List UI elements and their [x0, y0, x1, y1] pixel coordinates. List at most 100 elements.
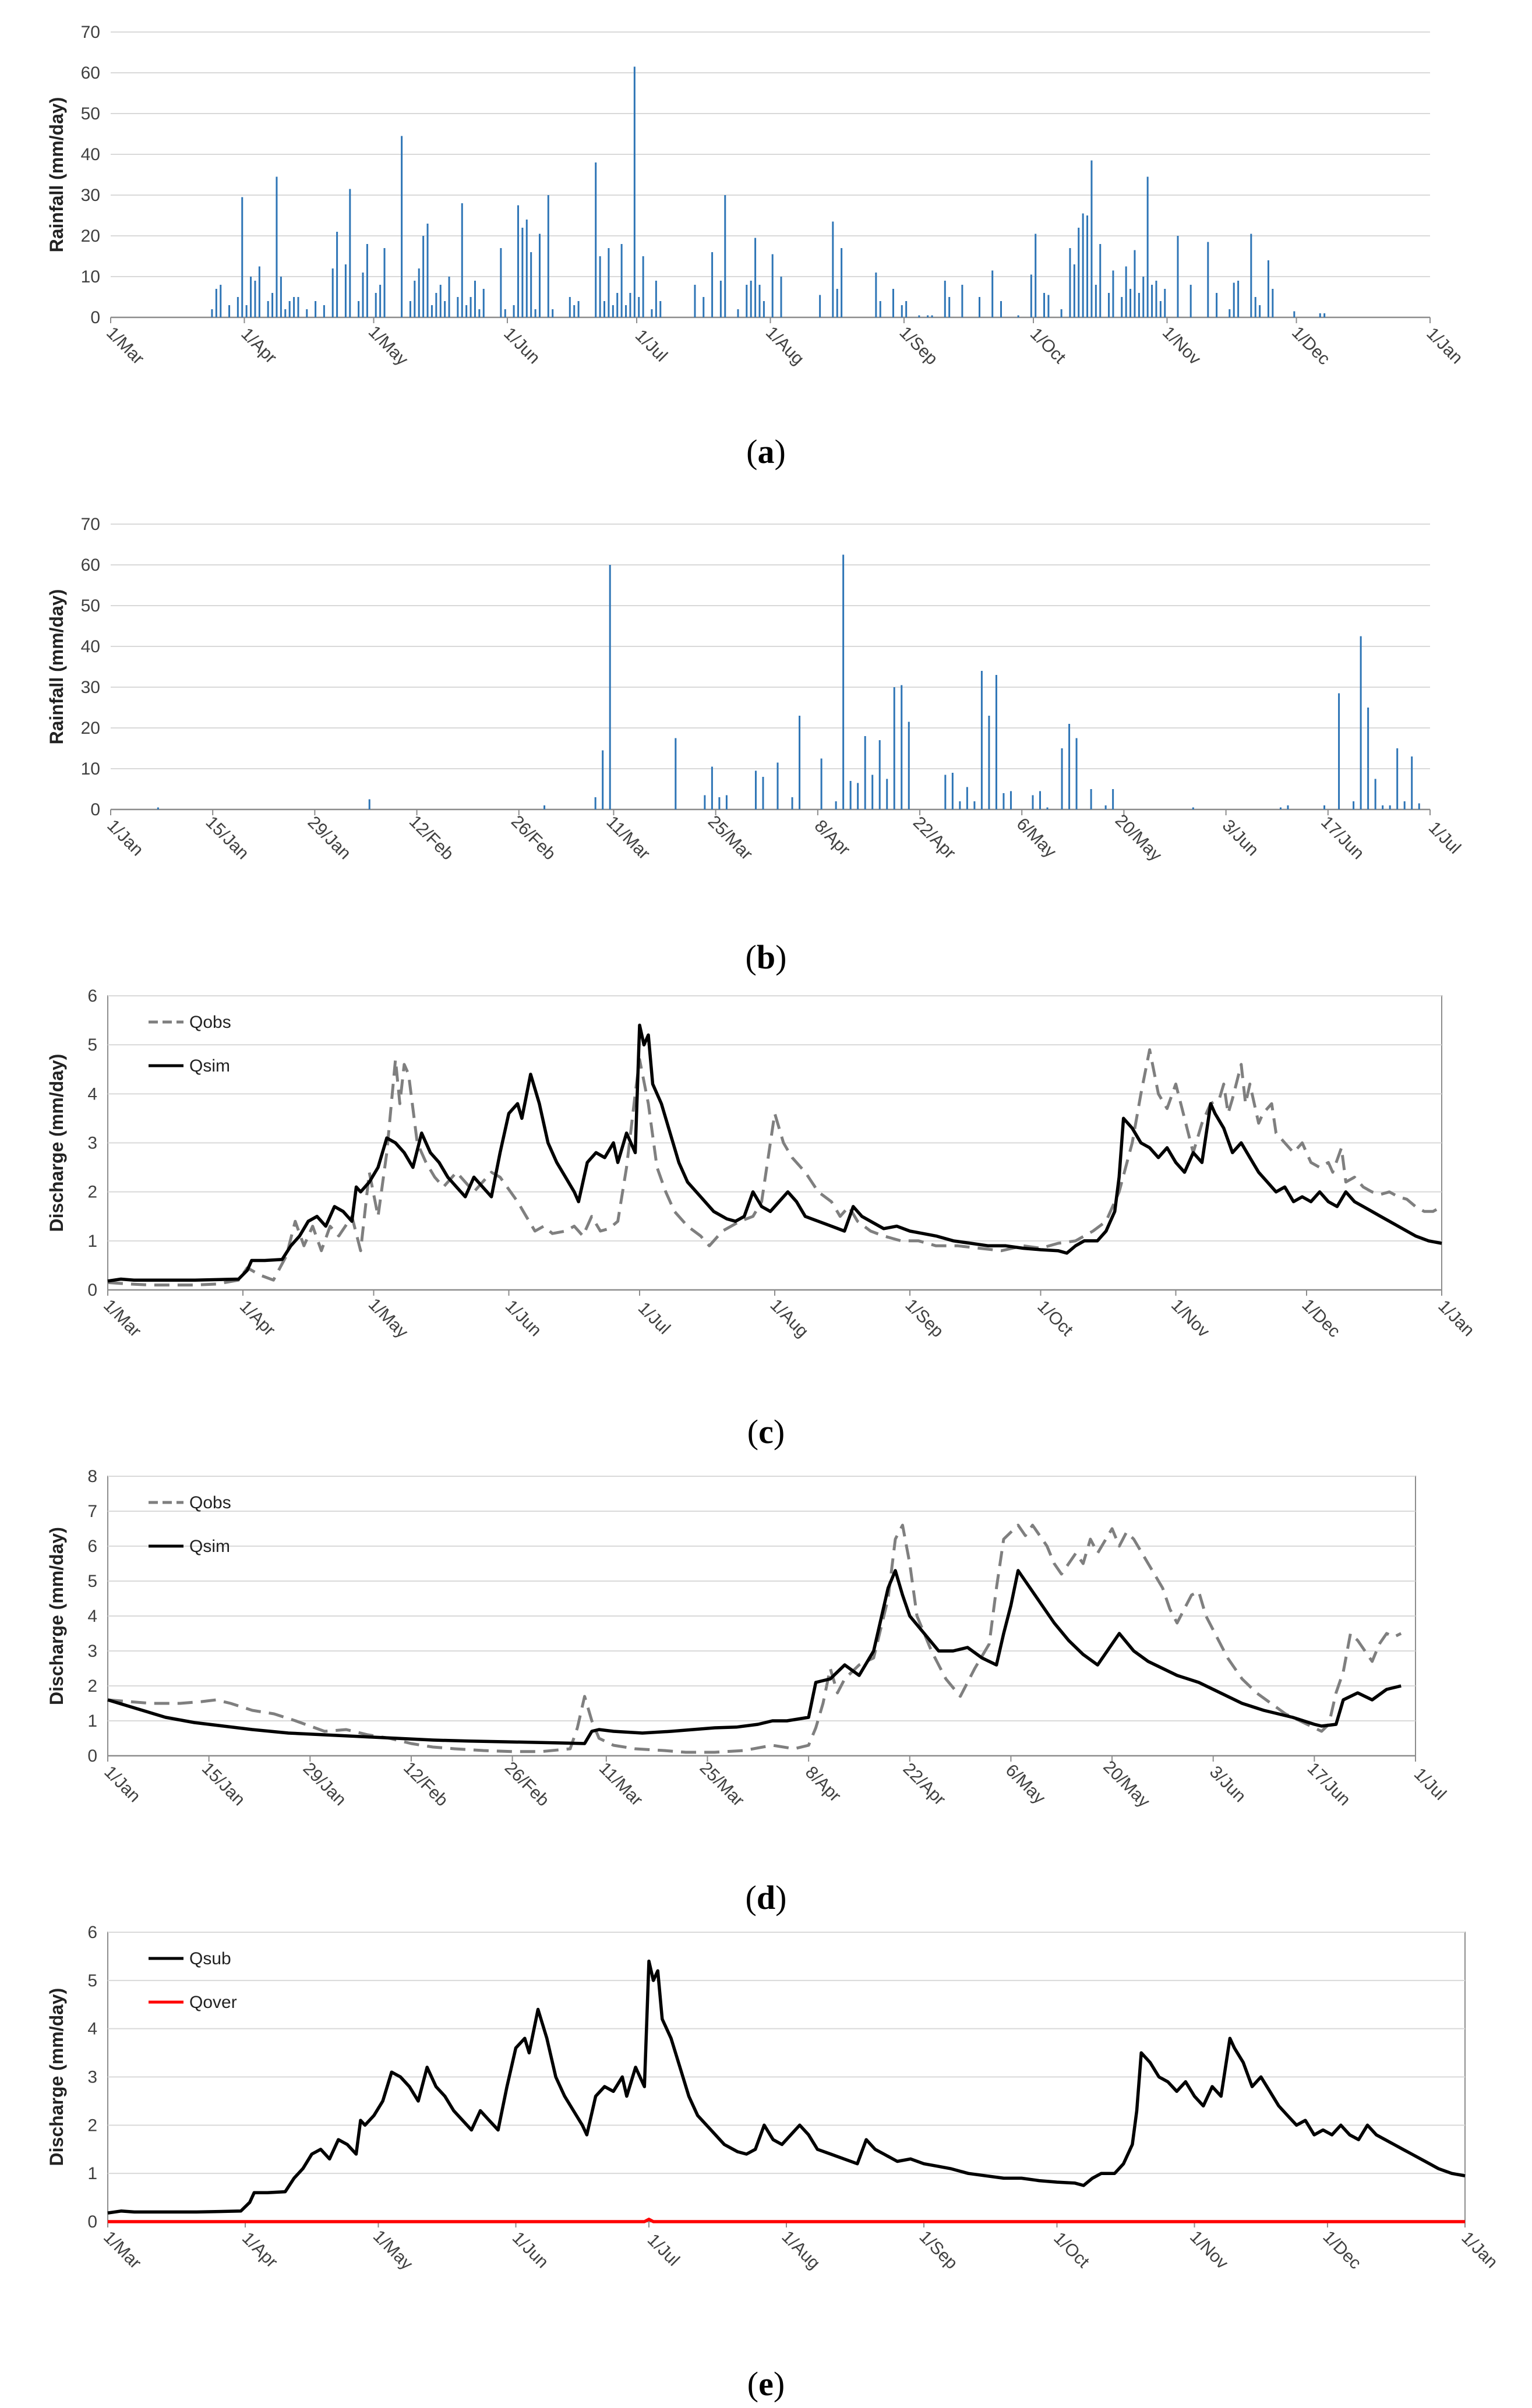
y-tick-label: 2 — [87, 1183, 97, 1202]
x-tick-label: 1/Apr — [237, 324, 280, 367]
x-tick-label: 1/Dec — [1298, 1295, 1344, 1341]
x-tick-label: 1/Aug — [762, 323, 808, 369]
y-tick-label: 1 — [87, 1712, 97, 1731]
x-tick-label: 20/May — [1099, 1757, 1153, 1811]
x-tick-label: 26/Feb — [501, 1758, 553, 1810]
x-tick-label: 17/Jun — [1304, 1759, 1354, 1809]
x-tick-label: 1/Nov — [1186, 2227, 1232, 2273]
x-tick-label: 8/Apr — [811, 816, 854, 860]
caption-b-letter: b — [757, 938, 775, 976]
caption-d: (d) — [746, 1879, 787, 1917]
x-tick-label: 1/Jan — [100, 1762, 144, 1806]
caption-d-letter: d — [757, 1879, 775, 1917]
y-tick-label: 0 — [87, 2212, 97, 2232]
series-line-qsub — [107, 1959, 1466, 2215]
y-axis-label: Discharge (mm/day) — [46, 1527, 67, 1705]
legend-label-qobs: Qobs — [189, 1493, 231, 1512]
x-tick-label: 1/Oct — [1026, 324, 1069, 367]
x-tick-label: 1/Mar — [100, 1296, 145, 1341]
x-tick-label: 11/Mar — [595, 1759, 647, 1810]
x-tick-label: 1/Jan — [1422, 324, 1466, 367]
series-line-qover — [108, 2218, 1465, 2223]
y-tick-label: 40 — [81, 637, 100, 656]
x-tick-label: 1/Sep — [916, 2227, 962, 2273]
caption-a-letter: a — [758, 433, 775, 471]
y-tick-label: 6 — [87, 1923, 97, 1942]
x-tick-label: 1/Apr — [238, 2229, 281, 2272]
x-tick-label: 15/Jan — [202, 812, 253, 863]
y-tick-label: 7 — [87, 1502, 97, 1521]
x-tick-label: 1/Oct — [1033, 1297, 1076, 1340]
panel-a-rainfall-chart: 0 10 20 30 40 50 60 70 1/Mar 1/Apr 1/May 1/Jun 1/Jul… — [46, 23, 1466, 369]
x-tick-label: 22/Apr — [899, 1759, 949, 1809]
x-tick-label: 1/Jul — [644, 2230, 683, 2270]
x-tick-label: 29/Jan — [299, 1759, 350, 1809]
y-tick-label: 4 — [87, 1607, 97, 1626]
y-tick-label: 0 — [87, 1281, 97, 1300]
series-line-qsim — [107, 1023, 1442, 1283]
x-tick-label: 3/Jun — [1219, 816, 1262, 860]
caption-c-letter: c — [758, 1413, 774, 1451]
x-tick-label: 20/May — [1111, 811, 1166, 865]
y-tick-label: 70 — [81, 515, 100, 534]
x-tick-label: 1/Jan — [1457, 2228, 1501, 2272]
x-tick-label: 1/Aug — [778, 2227, 824, 2273]
y-tick-label: 5 — [87, 1971, 97, 1990]
legend-label-qobs: Qobs — [189, 1013, 231, 1032]
x-tick-label: 1/Jul — [1425, 818, 1464, 858]
y-tick-label: 3 — [87, 1642, 97, 1661]
y-tick-label: 30 — [81, 678, 100, 697]
x-tick-label: 1/Dec — [1288, 323, 1334, 369]
y-tick-label: 6 — [87, 1537, 97, 1556]
y-tick-label: 1 — [87, 1232, 97, 1251]
x-tick-label: 1/Jul — [631, 326, 671, 366]
x-tick-label: 25/Mar — [696, 1758, 748, 1810]
x-tick-label: 25/Mar — [704, 812, 756, 864]
series-line-qobs — [107, 1523, 1402, 1754]
legend-label-qover: Qover — [189, 1993, 237, 2012]
x-tick-label: 1/Mar — [100, 2227, 145, 2273]
y-axis-label: Rainfall (mm/day) — [46, 97, 67, 253]
legend-label-qsub: Qsub — [189, 1949, 231, 1968]
series-line-qsim — [107, 1569, 1402, 1745]
x-tick-label: 22/Apr — [909, 813, 959, 863]
x-tick-label: 29/Jan — [304, 812, 355, 863]
y-tick-label: 0 — [90, 308, 100, 327]
y-tick-label: 4 — [87, 1084, 97, 1104]
y-tick-label: 0 — [87, 1746, 97, 1766]
y-tick-label: 50 — [81, 596, 100, 616]
x-tick-label: 1/Jul — [1410, 1765, 1450, 1804]
y-tick-label: 1 — [87, 2164, 97, 2183]
x-tick-label: 1/Mar — [103, 323, 148, 369]
y-tick-label: 4 — [87, 2020, 97, 2039]
y-tick-label: 5 — [87, 1572, 97, 1591]
y-tick-label: 40 — [81, 145, 100, 164]
y-tick-label: 30 — [81, 186, 100, 205]
caption-c: (c) — [747, 1413, 785, 1451]
y-tick-label: 2 — [87, 1677, 97, 1696]
x-tick-label: 1/May — [365, 322, 412, 369]
y-tick-label: 70 — [81, 23, 100, 42]
y-tick-label: 3 — [87, 2068, 97, 2087]
legend-label-qsim: Qsim — [189, 1537, 230, 1556]
x-tick-label: 1/Jul — [634, 1299, 674, 1338]
y-tick-label: 20 — [81, 227, 100, 246]
x-tick-label: 8/Apr — [802, 1763, 845, 1806]
y-tick-label: 5 — [87, 1035, 97, 1055]
y-tick-label: 2 — [87, 2116, 97, 2135]
x-tick-label: 1/Nov — [1159, 323, 1205, 369]
x-tick-label: 1/Sep — [895, 323, 941, 369]
y-tick-label: 50 — [81, 104, 100, 123]
y-tick-label: 8 — [87, 1467, 97, 1486]
panel-b-rainfall-chart: 0 10 20 30 40 50 60 70 1/Jan 15/Jan 29/Jan 12/Feb 26… — [46, 515, 1464, 865]
legend-label-qsim: Qsim — [189, 1056, 230, 1076]
x-tick-label: 6/May — [1002, 1760, 1049, 1808]
x-tick-label: 1/Jun — [502, 1296, 545, 1340]
panel-c-discharge-chart: 0 1 2 3 4 5 6 1/Mar 1/Apr 1/May 1/Jun 1/Jul 1/Aug 1/S… — [46, 986, 1478, 1342]
y-tick-label: 60 — [81, 63, 100, 83]
y-tick-label: 20 — [81, 719, 100, 738]
caption-e: (e) — [747, 2365, 785, 2403]
y-tick-label: 10 — [81, 759, 100, 779]
x-tick-label: 1/Jan — [103, 816, 147, 860]
